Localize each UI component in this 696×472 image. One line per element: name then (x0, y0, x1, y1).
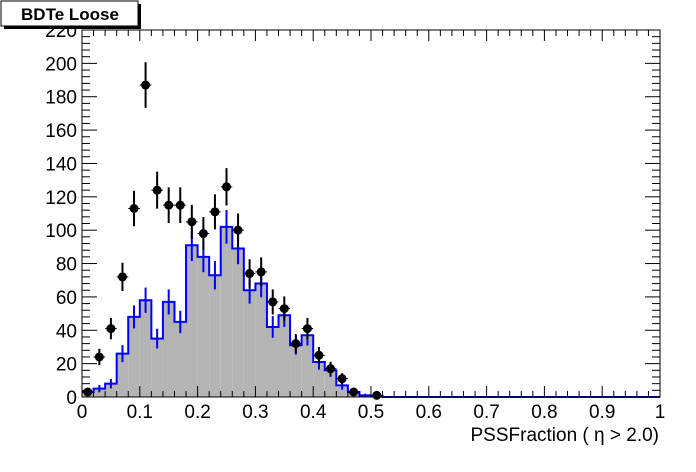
histogram-bar (301, 335, 314, 397)
y-tick-label: 180 (45, 88, 77, 109)
x-tick-label: 0.5 (358, 402, 384, 423)
data-point (210, 207, 220, 217)
y-tick-label: 80 (56, 255, 77, 276)
histogram-bar (186, 245, 198, 397)
y-tick-label: 20 (56, 355, 77, 376)
axis-ticks-layer (81, 29, 661, 398)
histogram-bar (232, 248, 244, 397)
data-point (314, 350, 324, 360)
data-point (141, 80, 151, 90)
x-tick-label: 0 (77, 402, 88, 423)
data-point (117, 272, 127, 282)
data-point (175, 200, 185, 210)
y-tick-label: 0 (66, 388, 77, 409)
histogram-bar (209, 275, 221, 397)
x-tick-label: 0.8 (531, 402, 557, 423)
data-point (245, 269, 255, 279)
histogram-bar (139, 300, 152, 397)
chart-title: BDTe Loose (21, 5, 119, 24)
data-point (164, 200, 174, 210)
histogram-bar (174, 321, 187, 397)
histogram-bar (93, 388, 106, 397)
title-box: BDTe Loose (0, 0, 141, 29)
data-point (83, 387, 93, 397)
histogram-bar (197, 256, 210, 397)
data-point (256, 267, 266, 277)
data-point (349, 387, 359, 397)
data-point (279, 304, 289, 314)
histogram-bar (324, 370, 337, 397)
data-point (222, 182, 231, 192)
x-tick-label: 0.2 (184, 402, 210, 423)
y-tick-label: 140 (45, 154, 77, 175)
x-tick-label: 1 (655, 402, 666, 423)
histogram-bar (162, 301, 175, 397)
data-point (268, 297, 278, 307)
data-point (106, 324, 116, 334)
y-tick-label: 40 (56, 321, 77, 342)
x-tick-label: 0.6 (416, 402, 442, 423)
histogram-bar (266, 326, 279, 397)
data-point (291, 339, 301, 349)
histogram-bar (255, 283, 267, 397)
data-point (152, 185, 162, 195)
x-tick-label: 0.3 (242, 402, 268, 423)
x-tick-label: 0.4 (300, 402, 327, 423)
y-tick-label: 160 (45, 121, 77, 142)
data-points-layer (82, 62, 383, 400)
histogram-bar (151, 338, 163, 397)
histogram-bar (336, 385, 348, 397)
data-point (326, 364, 336, 374)
x-tick-label: 0.9 (589, 402, 615, 423)
histogram-bar (116, 353, 129, 397)
histogram-bar (128, 316, 140, 397)
y-tick-label: 100 (45, 221, 77, 242)
x-tick-label: 0.1 (127, 402, 153, 423)
x-tick-label: 0.7 (473, 402, 499, 423)
histogram-bar (313, 361, 325, 397)
y-tick-label: 60 (56, 288, 77, 309)
histogram-bar (278, 315, 291, 397)
data-point (129, 203, 139, 213)
histogram-bar (105, 383, 117, 397)
tick-labels-layer: 0 0.1 0.2 0.3 0.4 0.5 0.6 0.7 0.8 0.9 1 0 20 40 60 80 10… (45, 21, 665, 423)
data-point (337, 374, 347, 384)
data-point (302, 324, 312, 334)
data-point (187, 217, 197, 227)
data-point (198, 229, 208, 239)
data-point (233, 225, 243, 235)
y-tick-label: 120 (45, 188, 77, 209)
x-axis-title: PSSFraction ( η > 2.0) (471, 425, 660, 446)
data-point (372, 390, 382, 400)
histogram-bar (290, 345, 302, 397)
y-tick-label: 200 (45, 54, 77, 75)
data-point (94, 352, 104, 362)
histogram-bar (243, 290, 256, 397)
histogram-bar (220, 226, 233, 397)
